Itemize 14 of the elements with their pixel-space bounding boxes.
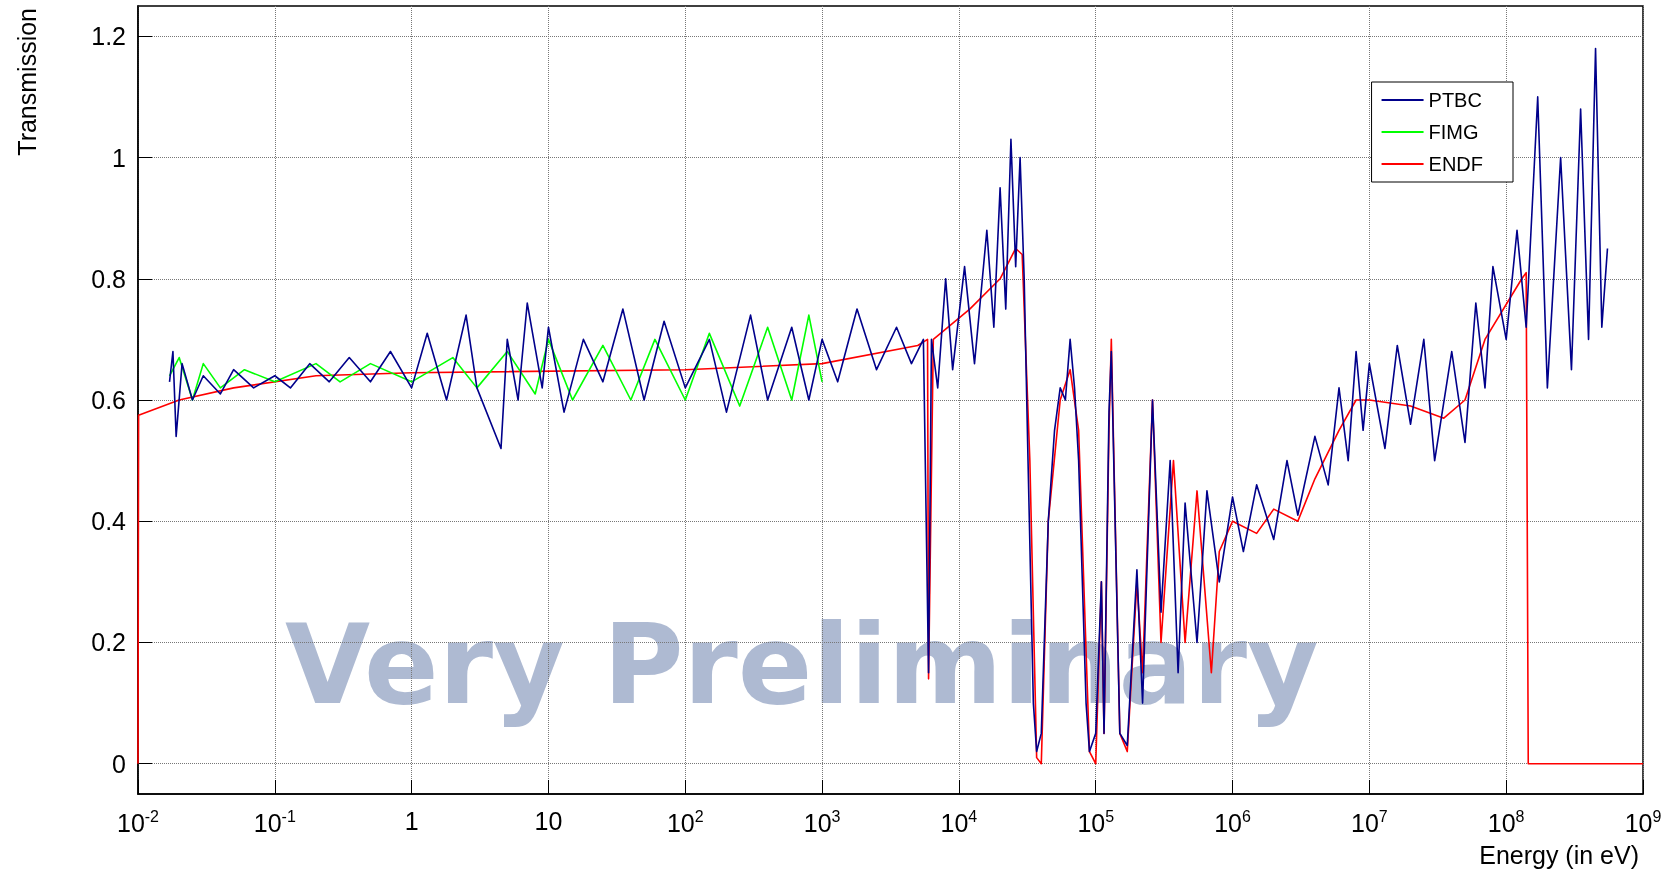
y-tick-label: 0.8 [91,264,126,293]
y-tick-label: 1 [112,143,126,172]
y-tick-label: 0 [112,749,126,778]
legend-label: ENDF [1428,153,1484,175]
x-axis-title: Energy (in eV) [1479,840,1640,869]
y-tick-label: 0.6 [91,386,126,414]
x-tick-label: 1 [404,806,419,835]
y-axis-title: Transmission [12,8,41,156]
legend-label: PTBC [1428,89,1482,111]
x-tick-label: 10 [534,806,563,835]
legend-label: FIMG [1428,121,1479,143]
y-tick-label: 0.2 [91,628,126,657]
y-tick-label: 0.4 [91,507,127,536]
y-tick-label: 1.2 [91,22,126,51]
